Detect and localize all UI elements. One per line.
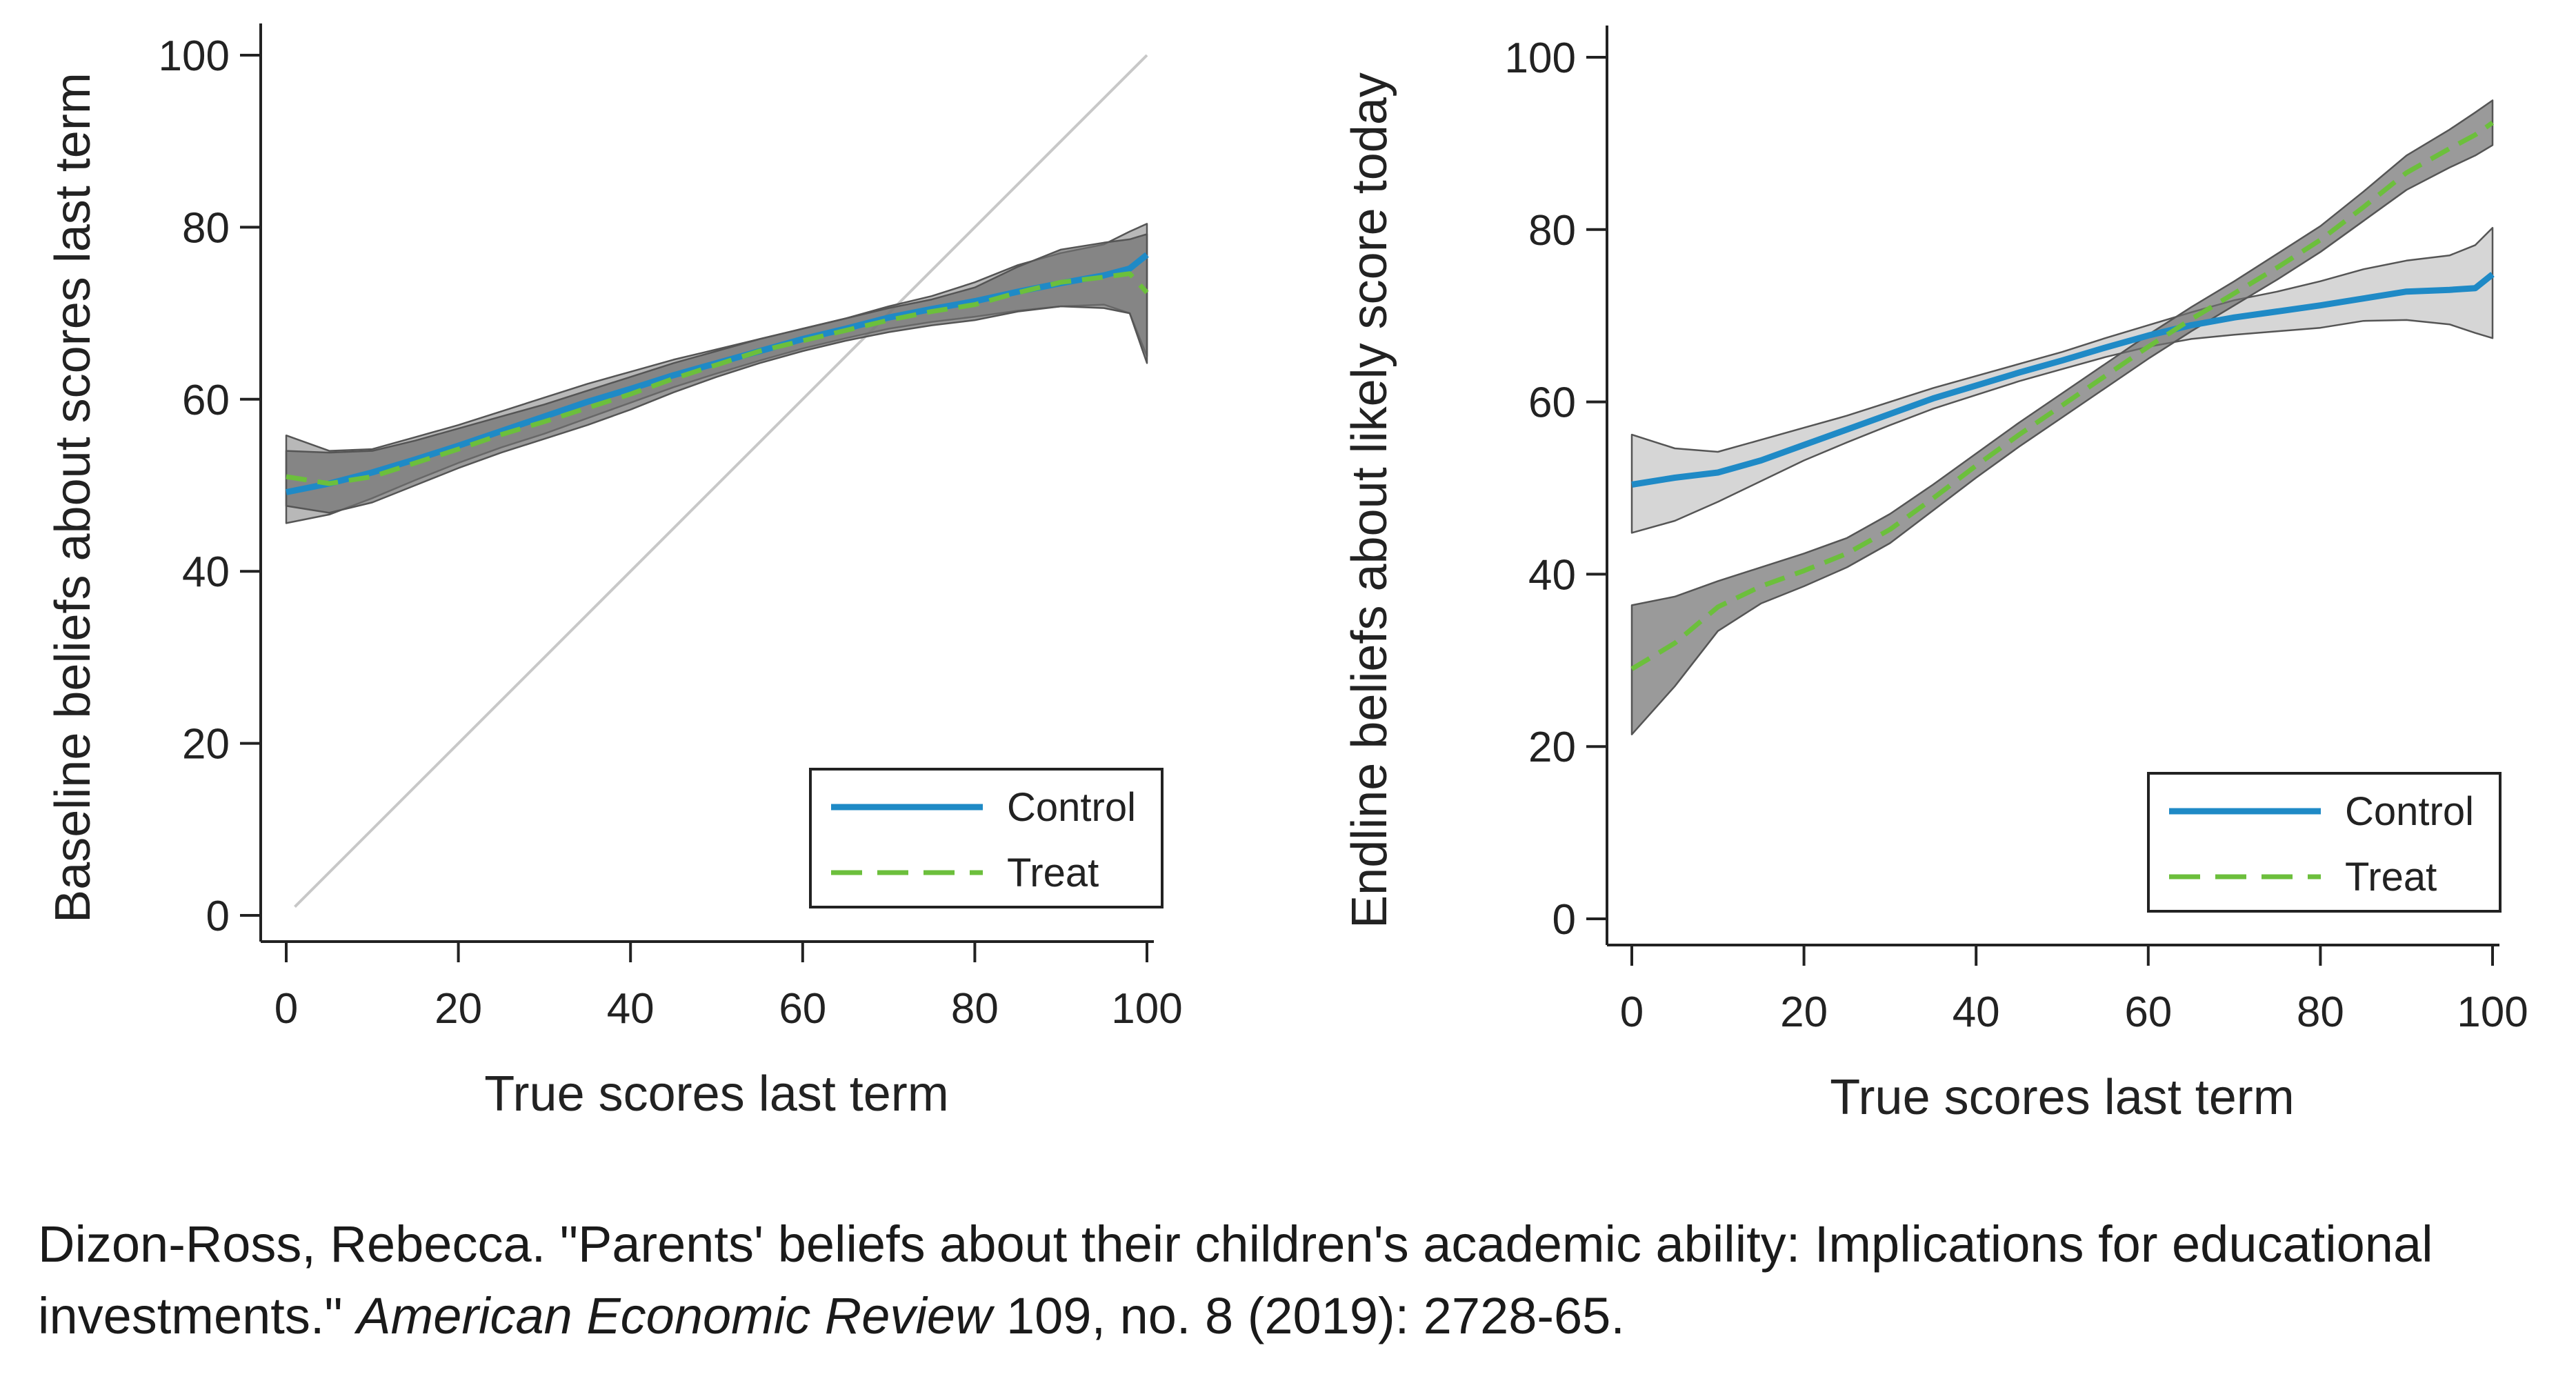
x-tick-label: 100 (1111, 985, 1182, 1033)
x-tick-label: 100 (2457, 988, 2528, 1036)
x-tick-label: 80 (951, 985, 999, 1033)
series-line-treat (1630, 121, 2495, 671)
x-tick-label: 60 (779, 985, 826, 1033)
ci-band-treat (1630, 99, 2494, 735)
legend-box (809, 768, 1164, 908)
right-panel: 0 20 40 60 80 100 0 20 40 60 80 100 True scores last… (1342, 26, 2528, 1125)
legend-label-control: Control (2345, 789, 2474, 834)
y-axis-title: Endline beliefs about likely score today (1342, 72, 1397, 928)
y-tick-label: 20 (1528, 724, 1576, 771)
y-tick-label: 80 (182, 204, 230, 252)
x-tick-label: 80 (2297, 988, 2344, 1036)
legend-box (2147, 772, 2502, 913)
y-tick-label: 20 (182, 721, 230, 768)
y-tick-label: 60 (182, 377, 230, 424)
citation-text-end: 109, no. 8 (2019): 2728-65. (992, 1287, 1625, 1344)
legend-label-treat: Treat (2345, 855, 2437, 900)
x-tick-label: 0 (1620, 988, 1644, 1036)
y-tick-label: 0 (1552, 896, 1576, 944)
citation-journal: American Economic Review (357, 1287, 992, 1344)
x-tick-label: 20 (435, 985, 482, 1033)
y-tick-label: 80 (1528, 207, 1576, 255)
reference-45-degree-line (294, 54, 1148, 908)
x-tick-label: 60 (2124, 988, 2172, 1036)
x-tick-label: 40 (1953, 988, 2000, 1036)
ci-band-control (1630, 227, 2494, 534)
citation-text-start: Dizon-Ross, Rebecca. "Parents' beliefs a… (38, 1215, 2433, 1344)
legend: Control Treat (809, 768, 1164, 908)
x-tick-label: 40 (607, 985, 655, 1033)
series-line-treat (286, 271, 1149, 486)
y-tick-label: 40 (182, 548, 230, 596)
x-tick-label: 0 (274, 985, 298, 1033)
y-tick-label: 100 (1505, 34, 1576, 82)
citation-caption: Dizon-Ross, Rebecca. "Parents' beliefs a… (38, 1209, 2548, 1352)
legend-label-control: Control (1007, 785, 1136, 830)
y-tick-label: 60 (1528, 379, 1576, 427)
legend: Control Treat (2147, 772, 2502, 913)
figure: 0 20 40 60 80 100 0 20 40 60 80 100 True scores last… (46, 23, 2528, 1125)
y-tick-label: 40 (1528, 551, 1576, 599)
y-tick-label: 100 (159, 32, 230, 80)
ci-band-treat (285, 233, 1148, 514)
y-axis-title: Baseline beliefs about scores last term (46, 72, 101, 923)
legend-label-treat: Treat (1007, 851, 1099, 895)
x-tick-label: 20 (1780, 988, 1828, 1036)
series-line-control (1631, 272, 2495, 488)
x-axis-title: True scores last term (484, 1066, 949, 1122)
x-axis-title: True scores last term (1830, 1070, 2295, 1125)
y-tick-label: 0 (206, 893, 230, 940)
left-panel: 0 20 40 60 80 100 0 20 40 60 80 100 True scores last… (46, 23, 1183, 1122)
